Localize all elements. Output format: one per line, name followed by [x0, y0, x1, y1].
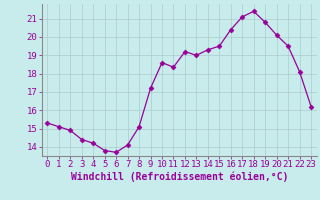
X-axis label: Windchill (Refroidissement éolien,°C): Windchill (Refroidissement éolien,°C)	[70, 172, 288, 182]
